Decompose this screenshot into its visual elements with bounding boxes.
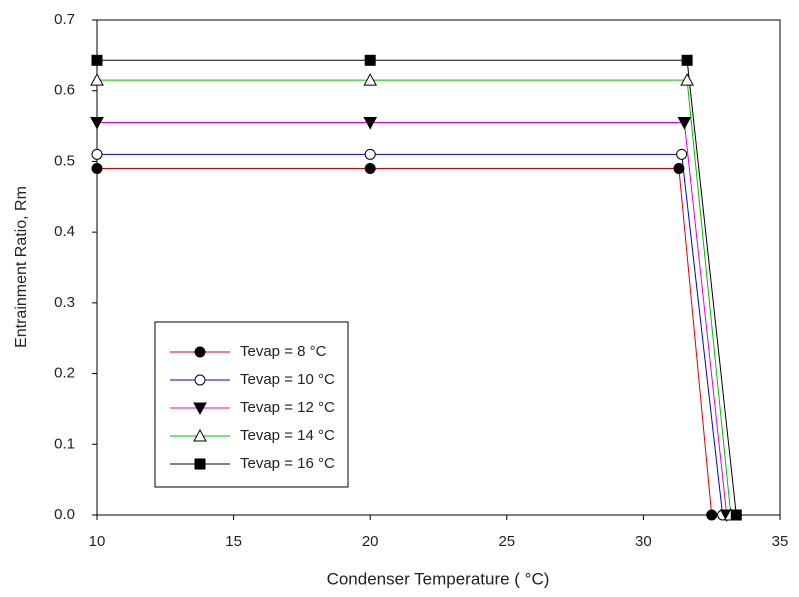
legend-label: Tevap = 10 °C — [240, 371, 335, 388]
y-tick-label: 0.7 — [54, 11, 75, 28]
data-point — [676, 148, 688, 160]
data-point — [681, 54, 693, 66]
series-line — [97, 168, 713, 516]
data-point — [673, 163, 685, 174]
x-tick-label: 15 — [225, 533, 242, 550]
x-tick-label: 30 — [635, 533, 652, 550]
x-tick-label: 35 — [772, 533, 789, 550]
data-point — [706, 509, 718, 521]
legend-label: Tevap = 8 °C — [240, 343, 327, 360]
legend-marker — [193, 428, 207, 442]
data-point — [364, 54, 376, 66]
data-point — [363, 73, 378, 86]
plot-frame — [96, 19, 781, 516]
legend-marker — [193, 402, 207, 416]
y-tick-label: 0.2 — [54, 365, 75, 382]
y-tick-label: 0.3 — [54, 294, 75, 311]
y-tick-label: 0.4 — [54, 223, 75, 240]
data-point — [677, 117, 692, 130]
legend-box — [154, 321, 349, 488]
x-axis-title: Condenser Temperature ( °C) — [327, 569, 550, 588]
series-line — [97, 153, 724, 516]
x-tick-label: 10 — [89, 533, 106, 550]
data-point — [91, 148, 103, 160]
series-line — [97, 122, 728, 516]
legend-marker — [194, 346, 206, 358]
legend-label: Tevap = 16 °C — [240, 455, 335, 472]
legend-label: Tevap = 14 °C — [240, 427, 335, 444]
legend-label: Tevap = 12 °C — [240, 399, 335, 416]
y-tick-label: 0.0 — [54, 506, 75, 523]
legend-marker — [194, 458, 206, 470]
data-point — [680, 73, 694, 86]
data-point — [730, 509, 742, 521]
x-tick-label: 25 — [498, 533, 515, 550]
legend-marker — [194, 374, 206, 386]
x-tick-label: 20 — [362, 533, 379, 550]
data-point — [364, 163, 376, 174]
y-axis-title: Entrainment Ratio, Rm — [13, 186, 30, 348]
y-tick-label: 0.6 — [54, 82, 75, 99]
y-tick-label: 0.1 — [54, 435, 75, 452]
data-point — [363, 117, 378, 130]
data-point — [90, 73, 104, 86]
data-point — [91, 54, 103, 66]
series-line — [97, 59, 737, 516]
data-point — [90, 117, 104, 130]
y-tick-label: 0.5 — [54, 152, 75, 169]
data-point — [364, 148, 376, 160]
data-point — [91, 163, 103, 174]
series-line — [97, 79, 732, 516]
